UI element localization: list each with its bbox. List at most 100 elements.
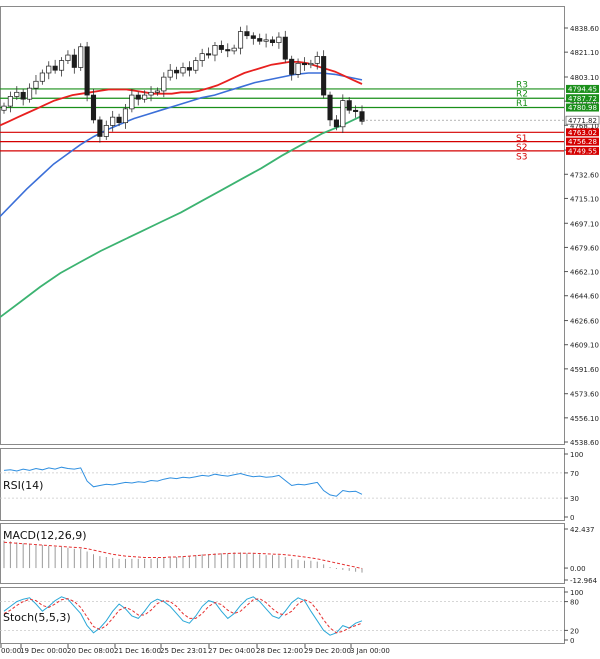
- price-tick-label: 4715.10: [570, 195, 599, 203]
- price-tick-label: 4768.10: [570, 122, 599, 130]
- macd-title: MACD(12,26,9): [3, 529, 87, 542]
- level-s3-label: S3: [516, 152, 527, 162]
- rsi-tick-label: 70: [570, 470, 579, 478]
- candle-down: [84, 46, 90, 96]
- macd-tick-label: -12.964: [570, 577, 598, 585]
- candle-up: [58, 60, 65, 71]
- time-tick-label: 25 Dec 23:01: [160, 647, 207, 655]
- rsi-tick-label: 30: [570, 495, 579, 503]
- rsi-tick-label: 0: [570, 514, 574, 522]
- rsi-line: [3, 466, 363, 497]
- stoch-tick-label: 20: [570, 627, 579, 635]
- candle-up: [14, 91, 20, 97]
- candle-down: [269, 39, 276, 43]
- price-tick-label: 4697.10: [570, 220, 599, 228]
- level-r3-tag: [566, 84, 599, 93]
- level-r1-value: 4780.98: [568, 104, 597, 112]
- stoch-series: [3, 596, 363, 636]
- price-tick-label: 4538.60: [570, 439, 599, 447]
- candle-down: [186, 67, 192, 71]
- price-tick-label: 4838.60: [570, 25, 599, 33]
- price-tick-label: 4626.60: [570, 318, 599, 326]
- level-r2-label: R2: [516, 90, 528, 100]
- price-tick-label: 4662.10: [570, 269, 599, 277]
- price-tick-label: 4573.60: [570, 391, 599, 399]
- level-s1-value: 4763.02: [568, 129, 597, 137]
- candle-down: [225, 49, 231, 52]
- price-pane-frame: [0, 6, 565, 445]
- candles: [1, 25, 365, 143]
- candle-up: [65, 54, 71, 61]
- level-s3-value: 4749.55: [568, 147, 597, 155]
- candle-down: [90, 94, 97, 121]
- price-tick-label: 4803.10: [570, 74, 599, 82]
- rsi-line-path: [3, 466, 363, 497]
- level-r1-tag: [566, 103, 599, 112]
- candle-up: [161, 76, 167, 92]
- rsi-axis: 100 70 30 0: [564, 451, 583, 522]
- candle-up: [193, 60, 199, 71]
- candle-down: [353, 109, 359, 112]
- candle-up: [27, 87, 33, 100]
- price-tick-label: 4679.60: [570, 244, 599, 252]
- candle-up: [1, 105, 7, 111]
- candle-up: [142, 94, 148, 100]
- stoch-axis: 100 80 20 0: [564, 589, 583, 645]
- time-tick-label: 20 Dec 08:00: [67, 647, 114, 655]
- candle-up: [167, 69, 173, 78]
- candle-down: [289, 58, 295, 75]
- candle-down: [333, 119, 339, 128]
- candle-down: [250, 35, 256, 39]
- candle-up: [129, 94, 135, 110]
- candle-down: [206, 53, 212, 56]
- candle-up: [103, 125, 109, 137]
- stoch-pane: 100 80 20 0 Stoch(5,5,3): [0, 587, 583, 645]
- candle-down: [346, 100, 352, 111]
- candle-down: [52, 65, 58, 71]
- candle-up: [180, 67, 186, 74]
- candle-down: [282, 36, 288, 60]
- level-r2-tag: [566, 94, 599, 103]
- macd-pane-frame: [0, 523, 565, 584]
- candle-up: [199, 53, 205, 61]
- macd-signal-line: [3, 541, 363, 569]
- time-tick-label: 21 Dec 16:00: [114, 647, 161, 655]
- candle-up: [148, 91, 154, 96]
- candle-up: [39, 72, 45, 82]
- current-price-tag: [565, 115, 600, 125]
- time-tick-label: 28 Dec 12:00: [256, 647, 303, 655]
- level-r2-value: 4787.72: [568, 95, 597, 103]
- time-tick-label: 00:00: [1, 647, 21, 655]
- candle-up: [295, 62, 301, 75]
- level-s2-value: 4756.28: [568, 138, 597, 146]
- level-s1-label: S1: [516, 134, 527, 144]
- stoch-tick-label: 0: [570, 637, 574, 645]
- macd-pane: 42.437 0.00 -12.964 MACD(12,26,9): [0, 523, 598, 585]
- rsi-title: RSI(14): [3, 479, 43, 492]
- candle-up: [7, 96, 13, 107]
- stoch-pane-frame: [0, 587, 565, 644]
- price-axis: 4838.604821.104803.104785.604768.104750.…: [564, 25, 599, 447]
- candle-up: [314, 56, 320, 64]
- candle-down: [257, 38, 263, 42]
- macd-series: [3, 540, 363, 573]
- ma-green-line: [0, 114, 363, 318]
- candle-up: [46, 65, 52, 74]
- candle-down: [71, 54, 77, 68]
- stoch-tick-label: 80: [570, 599, 579, 607]
- stoch-title: Stoch(5,5,3): [3, 611, 71, 624]
- level-s3-tag: [566, 146, 599, 155]
- candle-down: [327, 94, 333, 121]
- price-tick-label: 4556.10: [570, 415, 599, 423]
- candle-up: [237, 31, 244, 49]
- time-tick-label: 27 Dec 04:00: [208, 647, 255, 655]
- moving-averages: [0, 61, 363, 318]
- rsi-pane: 100 70 30 0 RSI(14): [0, 448, 583, 522]
- candle-up: [33, 80, 39, 89]
- price-tick-label: 4821.10: [570, 49, 599, 57]
- macd-tick-label: 42.437: [570, 526, 595, 534]
- macd-axis: 42.437 0.00 -12.964: [564, 526, 598, 585]
